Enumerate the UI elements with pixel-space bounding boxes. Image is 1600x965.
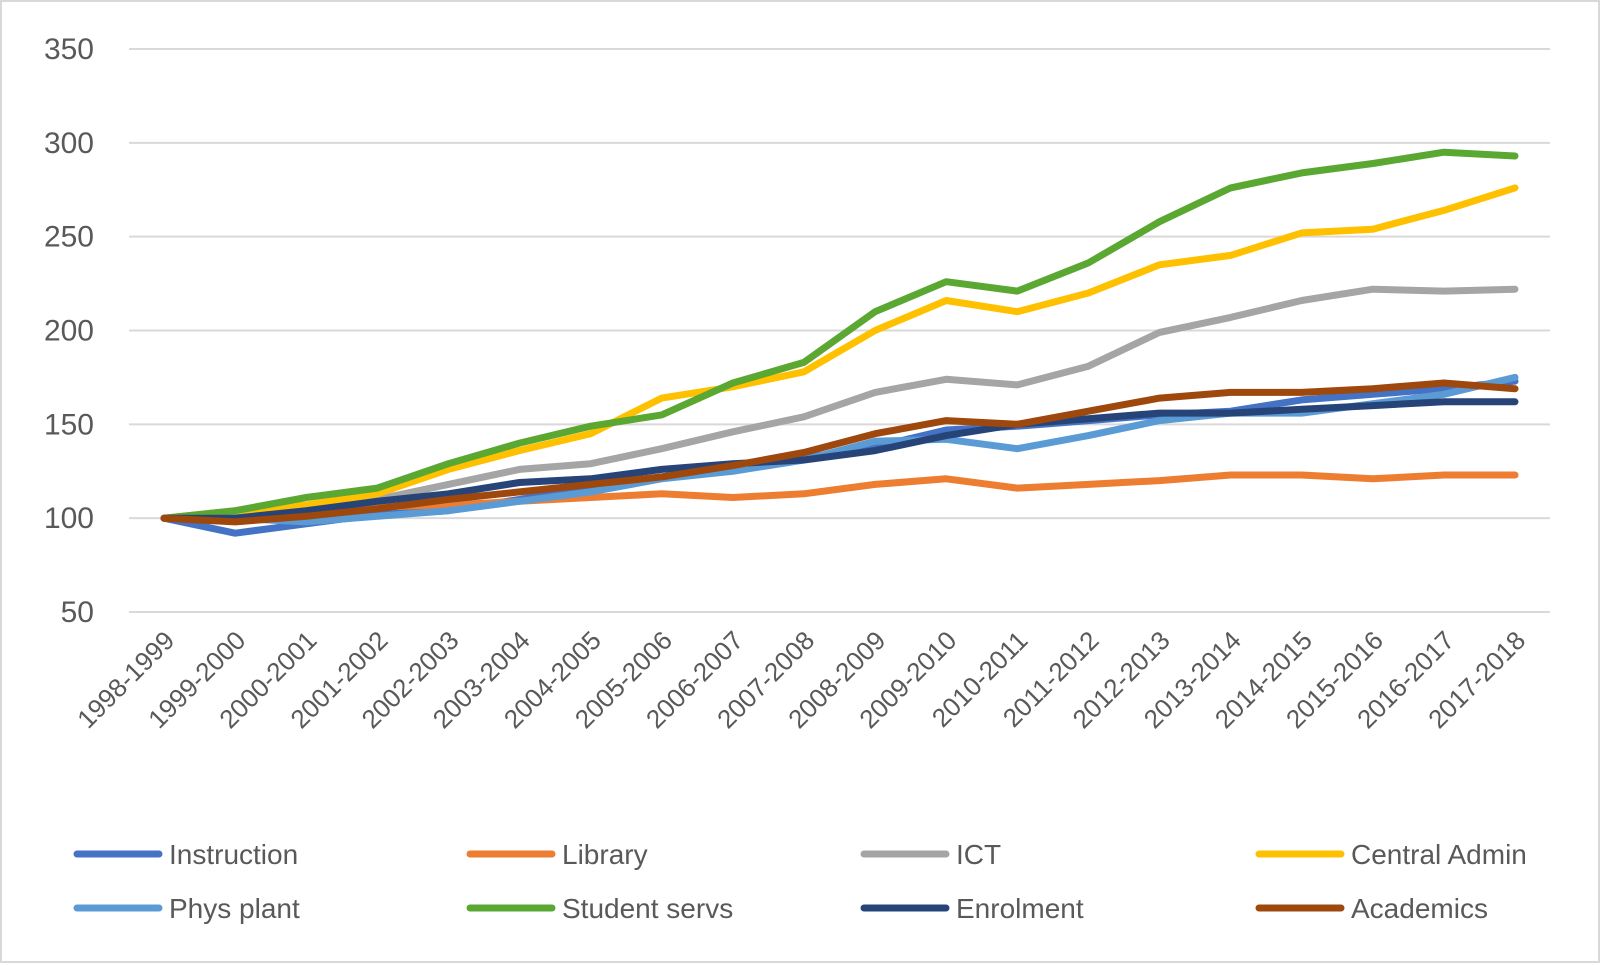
y-tick-label: 350	[44, 33, 94, 66]
series-line-academics	[160, 379, 1519, 526]
y-tick-label: 300	[44, 127, 94, 160]
series-line-enrolment	[160, 398, 1519, 522]
legend-label-ict: ICT	[956, 839, 1001, 870]
y-axis-ticks: 50 100 150 200 250 300 350	[44, 33, 94, 629]
legend: Instruction Library ICT Central Admin Phys p…	[73, 839, 1527, 924]
y-tick-label: 200	[44, 315, 94, 348]
legend-label-library: Library	[562, 839, 648, 870]
legend-label-instruction: Instruction	[169, 839, 298, 870]
y-tick-label: 50	[61, 596, 94, 629]
series-lines	[160, 148, 1519, 537]
legend-label-phys-plant: Phys plant	[169, 893, 300, 924]
series-line-student-servs	[160, 148, 1519, 522]
gridlines	[129, 48, 1550, 613]
series-line-ict	[160, 285, 1519, 522]
y-tick-label: 150	[44, 408, 94, 441]
y-tick-label: 250	[44, 221, 94, 254]
series-line-central-admin	[160, 184, 1519, 522]
legend-label-enrolment: Enrolment	[956, 893, 1084, 924]
x-axis-ticks: 1998-19991999-20002000-20012001-20022002…	[71, 625, 1531, 734]
y-tick-label: 100	[44, 502, 94, 535]
legend-label-student-servs: Student servs	[562, 893, 733, 924]
legend-label-central-admin: Central Admin	[1351, 839, 1527, 870]
legend-label-academics: Academics	[1351, 893, 1488, 924]
